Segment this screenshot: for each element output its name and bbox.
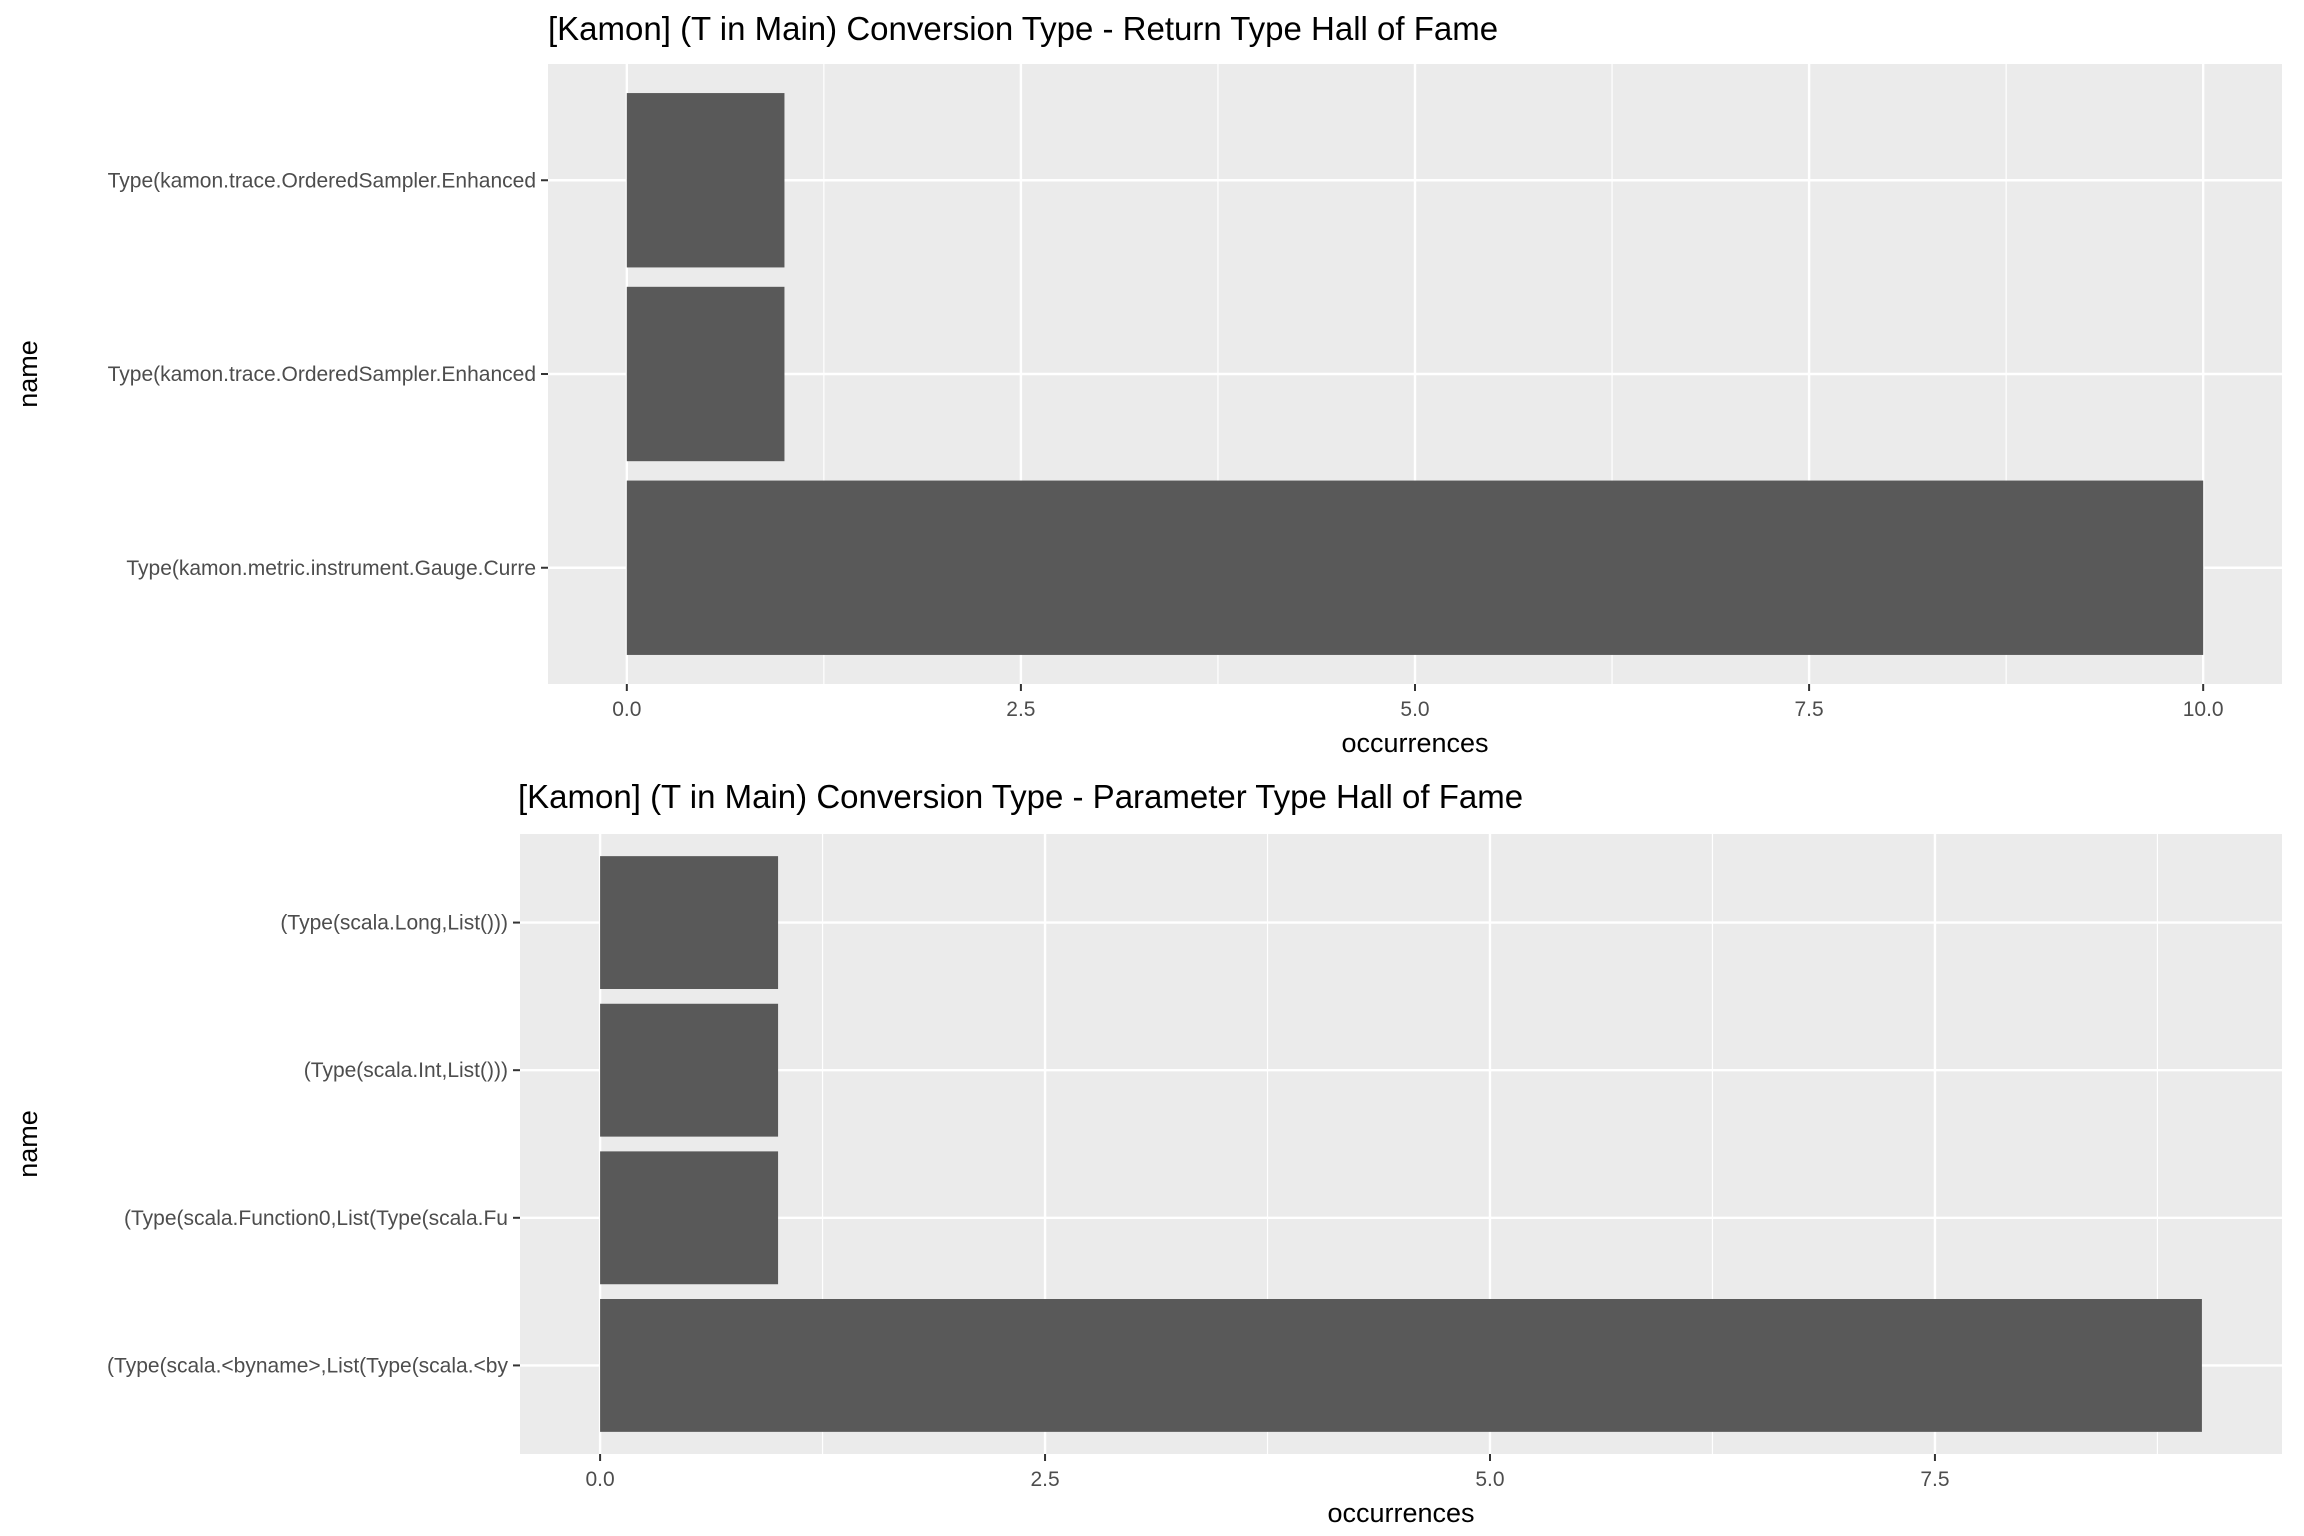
bar xyxy=(600,856,779,989)
x-axis-title: occurrences xyxy=(1341,728,1488,758)
bars xyxy=(626,93,2204,655)
x-tick-label: 5.0 xyxy=(1475,1468,1504,1491)
y-ticks: Type(kamon.metric.instrument.Gauge.Curre… xyxy=(108,169,548,580)
x-tick-label: 7.5 xyxy=(1794,698,1823,721)
bar xyxy=(626,93,785,268)
x-tick-label: 5.0 xyxy=(1400,698,1429,721)
chart-title-parameter-type: [Kamon] (T in Main) Conversion Type - Pa… xyxy=(518,778,1523,815)
y-tick-label: (Type(scala.Long,List())) xyxy=(280,912,508,935)
x-ticks: 0.0 2.5 5.0 7.5 10.0 xyxy=(612,684,2224,721)
parameter-type-chart: [Kamon] (T in Main) Conversion Type - Pa… xyxy=(13,778,2282,1528)
bar xyxy=(600,1151,779,1285)
y-axis-title: name xyxy=(13,1110,43,1178)
y-ticks: (Type(scala.<byname>,List(Type(scala.<by… xyxy=(107,912,520,1377)
bars xyxy=(600,856,2202,1432)
x-tick-label: 0.0 xyxy=(612,698,641,721)
bar xyxy=(626,286,785,462)
bar xyxy=(600,1003,779,1137)
x-tick-label: 7.5 xyxy=(1920,1468,1949,1491)
bar xyxy=(626,480,2204,655)
y-tick-label: (Type(scala.Int,List())) xyxy=(304,1059,508,1082)
y-axis-title: name xyxy=(13,340,43,408)
x-axis-title: occurrences xyxy=(1327,1498,1474,1528)
x-tick-label: 2.5 xyxy=(1006,698,1035,721)
return-type-chart: [Kamon] (T in Main) Conversion Type - Re… xyxy=(13,10,2282,758)
y-tick-label: Type(kamon.trace.OrderedSampler.Enhanced xyxy=(108,363,536,386)
chart-title-return-type: [Kamon] (T in Main) Conversion Type - Re… xyxy=(548,10,1498,47)
y-tick-label: (Type(scala.Function0,List(Type(scala.Fu xyxy=(124,1207,508,1230)
x-tick-label: 10.0 xyxy=(2183,698,2224,721)
bar xyxy=(600,1299,2202,1432)
x-ticks: 0.0 2.5 5.0 7.5 xyxy=(585,1454,1950,1491)
x-tick-label: 2.5 xyxy=(1030,1468,1059,1491)
y-tick-label: (Type(scala.<byname>,List(Type(scala.<by xyxy=(107,1354,508,1377)
y-tick-label: Type(kamon.metric.instrument.Gauge.Curre xyxy=(126,557,536,580)
y-tick-label: Type(kamon.trace.OrderedSampler.Enhanced xyxy=(108,169,536,192)
x-tick-label: 0.0 xyxy=(585,1468,614,1491)
